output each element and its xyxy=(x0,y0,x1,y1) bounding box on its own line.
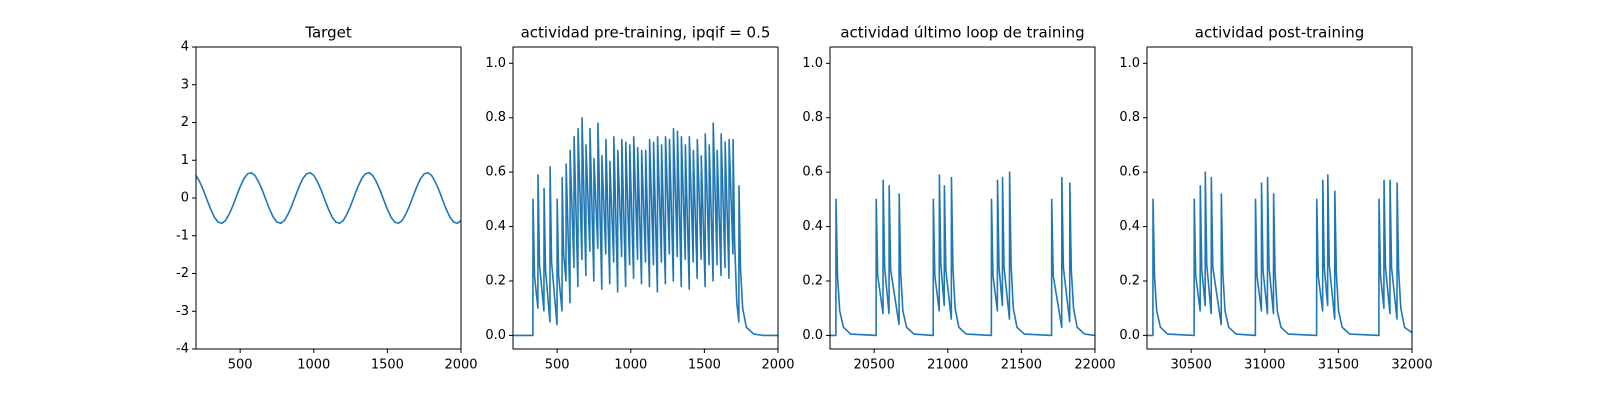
y-tick-label: -4 xyxy=(176,342,189,357)
plot-frame xyxy=(195,46,462,350)
y-tick-label: -2 xyxy=(176,266,189,281)
plot-frame xyxy=(512,46,779,350)
data-line xyxy=(513,116,778,337)
y-tick-label: 0.6 xyxy=(802,165,823,180)
y-tick-label: 0.2 xyxy=(802,273,823,288)
x-tick-label: 500 xyxy=(228,358,253,373)
y-tick-label: 0.6 xyxy=(1119,165,1140,180)
y-tick-label: 0.8 xyxy=(1119,110,1140,125)
chart-title: actividad pre-training, ipqif = 0.5 xyxy=(521,24,771,42)
y-tick-label: -3 xyxy=(176,304,189,319)
x-tick-label: 1500 xyxy=(371,358,404,373)
y-tick-label: 0.6 xyxy=(485,165,506,180)
x-tick-label: 32000 xyxy=(1391,358,1432,373)
x-tick-label: 2000 xyxy=(761,358,794,373)
data-line xyxy=(196,171,461,225)
y-tick-label: 1.0 xyxy=(802,56,823,71)
x-tick-label: 31500 xyxy=(1318,358,1359,373)
plot-frame xyxy=(1146,46,1413,350)
x-tick-label: 1000 xyxy=(614,358,647,373)
chart-title: actividad post-training xyxy=(1195,24,1364,42)
x-tick-label: 1500 xyxy=(688,358,721,373)
y-tick-label: 2 xyxy=(181,115,189,130)
x-tick-label: 1000 xyxy=(297,358,330,373)
y-tick-label: 0.2 xyxy=(485,273,506,288)
data-line xyxy=(1147,171,1412,337)
y-tick-label: 1.0 xyxy=(1119,56,1140,71)
chart-title: Target xyxy=(304,24,352,42)
y-tick-label: 0.4 xyxy=(802,219,823,234)
y-tick-label: 0.8 xyxy=(802,110,823,125)
x-tick-label: 2000 xyxy=(444,358,477,373)
plot-frame xyxy=(829,46,1096,350)
x-tick-label: 20500 xyxy=(853,358,894,373)
y-tick-label: 0.0 xyxy=(1119,328,1140,343)
y-tick-label: 3 xyxy=(181,77,189,92)
x-tick-label: 30500 xyxy=(1170,358,1211,373)
chart-title: actividad último loop de training xyxy=(840,24,1084,42)
y-tick-label: -1 xyxy=(176,228,189,243)
y-tick-label: 1 xyxy=(181,153,189,168)
x-tick-label: 21000 xyxy=(927,358,968,373)
x-tick-label: 21500 xyxy=(1001,358,1042,373)
x-tick-label: 500 xyxy=(545,358,570,373)
y-tick-label: 1.0 xyxy=(485,56,506,71)
y-tick-label: 0.4 xyxy=(485,219,506,234)
y-tick-label: 0.8 xyxy=(485,110,506,125)
x-tick-label: 22000 xyxy=(1074,358,1115,373)
x-tick-label: 31000 xyxy=(1244,358,1285,373)
y-tick-label: 0.0 xyxy=(802,328,823,343)
y-tick-label: 0.2 xyxy=(1119,273,1140,288)
y-tick-label: 0.4 xyxy=(1119,219,1140,234)
y-tick-label: 0 xyxy=(181,191,189,206)
data-line xyxy=(830,171,1095,337)
y-tick-label: 4 xyxy=(181,40,189,55)
y-tick-label: 0.0 xyxy=(485,328,506,343)
